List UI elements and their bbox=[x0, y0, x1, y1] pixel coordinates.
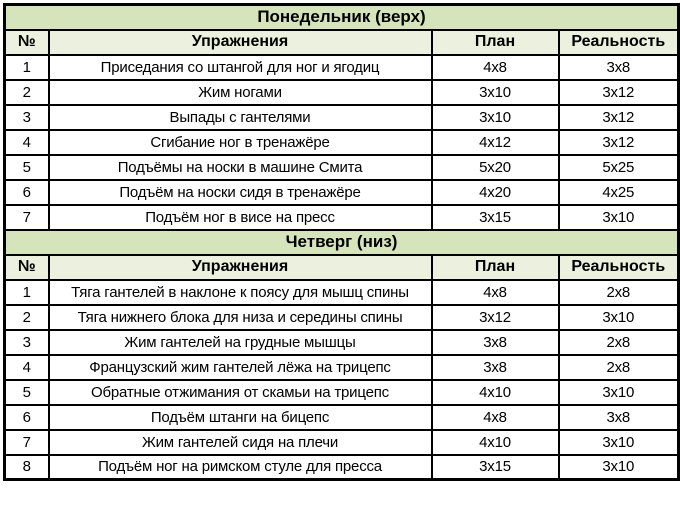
plan-cell: 3x15 bbox=[430, 453, 560, 481]
section-title: Понедельник (верх) bbox=[3, 3, 680, 31]
column-header-row: № Упражнения План Реальность bbox=[3, 28, 680, 56]
section-thursday: Четверг (низ) № Упражнения План Реальнос… bbox=[3, 228, 680, 481]
plan-cell: 3x8 bbox=[430, 353, 560, 381]
exercise-cell: Тяга гантелей в наклоне к поясу для мышц… bbox=[47, 278, 433, 306]
exercise-cell: Приседания со штангой для ног и ягодиц bbox=[47, 53, 433, 81]
plan-cell: 4x8 bbox=[430, 53, 560, 81]
row-number-cell: 4 bbox=[3, 128, 50, 156]
reality-cell: 3x12 bbox=[557, 103, 680, 131]
plan-cell: 4x20 bbox=[430, 178, 560, 206]
plan-cell: 4x10 bbox=[430, 428, 560, 456]
exercise-cell: Жим гантелей на грудные мышцы bbox=[47, 328, 433, 356]
section-monday: Понедельник (верх) № Упражнения План Реа… bbox=[3, 3, 680, 231]
exercise-cell: Сгибание ног в тренажёре bbox=[47, 128, 433, 156]
exercise-cell: Подъём ног на римском стуле для пресса bbox=[47, 453, 433, 481]
exercise-cell: Французский жим гантелей лёжа на трицепс bbox=[47, 353, 433, 381]
row-number-cell: 2 bbox=[3, 78, 50, 106]
reality-cell: 3x12 bbox=[557, 78, 680, 106]
exercise-cell: Подъёмы на носки в машине Смита bbox=[47, 153, 433, 181]
reality-cell: 3x8 bbox=[557, 53, 680, 81]
column-header-exercise: Упражнения bbox=[47, 253, 433, 281]
workout-table: Понедельник (верх) № Упражнения План Реа… bbox=[3, 3, 680, 481]
exercise-cell: Жим ногами bbox=[47, 78, 433, 106]
reality-cell: 3x12 bbox=[557, 128, 680, 156]
table-row: 5 Обратные отжимания от скамьи на трицеп… bbox=[3, 378, 680, 406]
table-row: 2 Жим ногами 3x10 3x12 bbox=[3, 78, 680, 106]
row-number-cell: 5 bbox=[3, 153, 50, 181]
plan-cell: 4x12 bbox=[430, 128, 560, 156]
row-number-cell: 2 bbox=[3, 303, 50, 331]
plan-cell: 4x10 bbox=[430, 378, 560, 406]
exercise-cell: Подъём на носки сидя в тренажёре bbox=[47, 178, 433, 206]
column-header-num: № bbox=[3, 253, 50, 281]
table-row: 7 Подъём ног в висе на пресс 3x15 3x10 bbox=[3, 203, 680, 231]
table-row: 6 Подъём на носки сидя в тренажёре 4x20 … bbox=[3, 178, 680, 206]
plan-cell: 3x15 bbox=[430, 203, 560, 231]
reality-cell: 2x8 bbox=[557, 328, 680, 356]
column-header-reality: Реальность bbox=[557, 28, 680, 56]
row-number-cell: 6 bbox=[3, 178, 50, 206]
row-number-cell: 8 bbox=[3, 453, 50, 481]
reality-cell: 2x8 bbox=[557, 278, 680, 306]
column-header-plan: План bbox=[430, 253, 560, 281]
section-title-row: Четверг (низ) bbox=[3, 228, 680, 256]
section-title: Четверг (низ) bbox=[3, 228, 680, 256]
exercise-cell: Подъём ног в висе на пресс bbox=[47, 203, 433, 231]
plan-cell: 5x20 bbox=[430, 153, 560, 181]
plan-cell: 4x8 bbox=[430, 403, 560, 431]
column-header-exercise: Упражнения bbox=[47, 28, 433, 56]
table-row: 3 Жим гантелей на грудные мышцы 3x8 2x8 bbox=[3, 328, 680, 356]
table-row: 4 Французский жим гантелей лёжа на трице… bbox=[3, 353, 680, 381]
column-header-reality: Реальность bbox=[557, 253, 680, 281]
table-row: 5 Подъёмы на носки в машине Смита 5x20 5… bbox=[3, 153, 680, 181]
row-number-cell: 7 bbox=[3, 428, 50, 456]
row-number-cell: 3 bbox=[3, 328, 50, 356]
exercise-cell: Жим гантелей сидя на плечи bbox=[47, 428, 433, 456]
row-number-cell: 1 bbox=[3, 53, 50, 81]
table-row: 2 Тяга нижнего блока для низа и середины… bbox=[3, 303, 680, 331]
exercise-cell: Обратные отжимания от скамьи на трицепс bbox=[47, 378, 433, 406]
column-header-plan: План bbox=[430, 28, 560, 56]
row-number-cell: 4 bbox=[3, 353, 50, 381]
table-row: 4 Сгибание ног в тренажёре 4x12 3x12 bbox=[3, 128, 680, 156]
reality-cell: 3x10 bbox=[557, 453, 680, 481]
plan-cell: 3x10 bbox=[430, 103, 560, 131]
section-title-row: Понедельник (верх) bbox=[3, 3, 680, 31]
table-row: 6 Подъём штанги на бицепс 4x8 3x8 bbox=[3, 403, 680, 431]
plan-cell: 3x10 bbox=[430, 78, 560, 106]
row-number-cell: 6 bbox=[3, 403, 50, 431]
reality-cell: 3x10 bbox=[557, 378, 680, 406]
row-number-cell: 1 bbox=[3, 278, 50, 306]
table-row: 3 Выпады с гантелями 3x10 3x12 bbox=[3, 103, 680, 131]
reality-cell: 3x8 bbox=[557, 403, 680, 431]
exercise-cell: Выпады с гантелями bbox=[47, 103, 433, 131]
reality-cell: 3x10 bbox=[557, 203, 680, 231]
plan-cell: 4x8 bbox=[430, 278, 560, 306]
table-row: 1 Приседания со штангой для ног и ягодиц… bbox=[3, 53, 680, 81]
exercise-cell: Тяга нижнего блока для низа и середины с… bbox=[47, 303, 433, 331]
row-number-cell: 3 bbox=[3, 103, 50, 131]
row-number-cell: 7 bbox=[3, 203, 50, 231]
reality-cell: 4x25 bbox=[557, 178, 680, 206]
column-header-num: № bbox=[3, 28, 50, 56]
table-row: 7 Жим гантелей сидя на плечи 4x10 3x10 bbox=[3, 428, 680, 456]
reality-cell: 2x8 bbox=[557, 353, 680, 381]
table-row: 8 Подъём ног на римском стуле для пресса… bbox=[3, 453, 680, 481]
row-number-cell: 5 bbox=[3, 378, 50, 406]
exercise-cell: Подъём штанги на бицепс bbox=[47, 403, 433, 431]
column-header-row: № Упражнения План Реальность bbox=[3, 253, 680, 281]
reality-cell: 3x10 bbox=[557, 428, 680, 456]
table-row: 1 Тяга гантелей в наклоне к поясу для мы… bbox=[3, 278, 680, 306]
reality-cell: 3x10 bbox=[557, 303, 680, 331]
plan-cell: 3x12 bbox=[430, 303, 560, 331]
reality-cell: 5x25 bbox=[557, 153, 680, 181]
plan-cell: 3x8 bbox=[430, 328, 560, 356]
